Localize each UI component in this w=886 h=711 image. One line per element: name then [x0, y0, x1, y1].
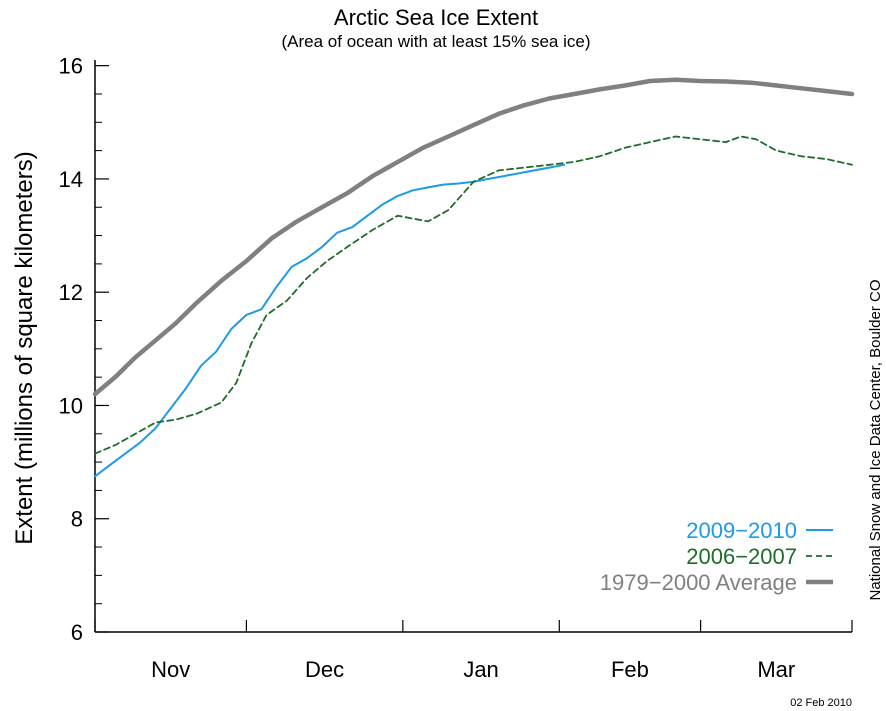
- legend-entry: 2009−2010: [686, 518, 797, 543]
- date-stamp: 02 Feb 2010: [790, 697, 852, 709]
- y-tick-label: 6: [71, 620, 83, 645]
- month-label: Dec: [305, 657, 344, 682]
- credit-text: National Snow and Ice Data Center, Bould…: [867, 279, 884, 600]
- series-line-2006−2007: [94, 135, 853, 455]
- month-label: Nov: [151, 657, 190, 682]
- y-tick-label: 10: [59, 393, 83, 418]
- y-tick-label: 12: [59, 280, 83, 305]
- y-tick-label: 16: [59, 54, 83, 79]
- chart-subtitle: (Area of ocean with at least 15% sea ice…: [282, 32, 591, 51]
- y-tick-label: 14: [59, 167, 83, 192]
- series-line-1979−2000 Average: [92, 77, 855, 397]
- month-label: Mar: [757, 657, 795, 682]
- series-layer: [92, 77, 855, 478]
- chart-title: Arctic Sea Ice Extent: [334, 5, 538, 30]
- y-tick-label: 8: [71, 507, 83, 532]
- y-axis-label: Extent (millions of square kilometers): [11, 151, 38, 544]
- legend-entry: 1979−2000 Average: [600, 570, 797, 595]
- legend-entry: 2006−2007: [686, 544, 797, 569]
- month-label: Jan: [463, 657, 498, 682]
- month-label: Feb: [611, 657, 649, 682]
- series-line-2009−2010: [94, 163, 566, 478]
- axes: 6 8 10 12 14 16 Nov Dec Jan Feb Mar: [59, 54, 853, 682]
